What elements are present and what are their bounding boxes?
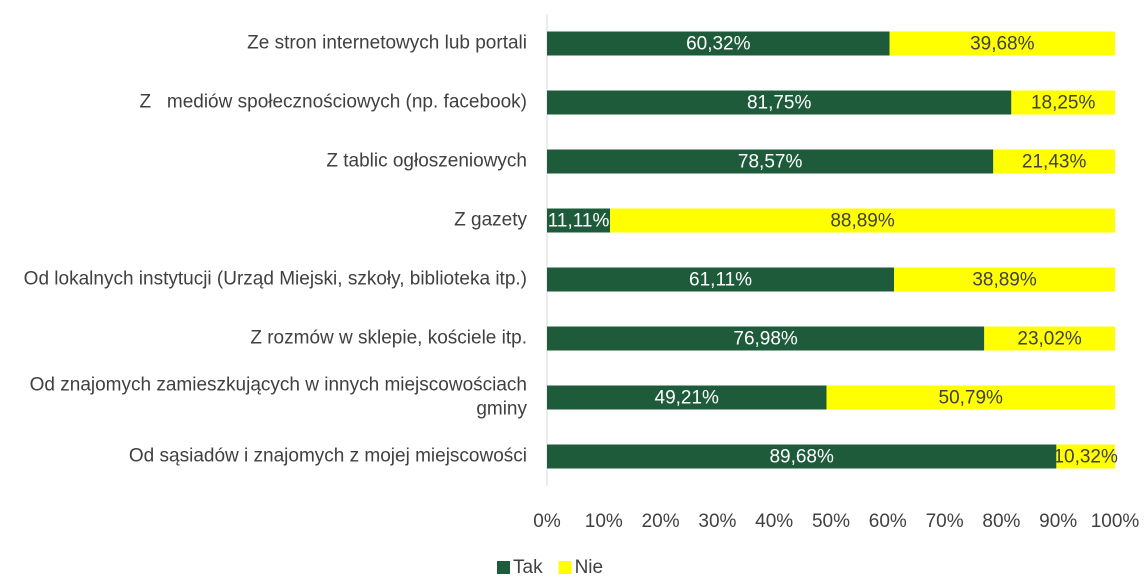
- data-label: 18,25%: [1031, 93, 1096, 114]
- bar: [547, 444, 1057, 469]
- legend-label: Tak: [513, 557, 543, 578]
- legend-swatch: [497, 561, 510, 574]
- x-tick-label: 0%: [533, 511, 561, 532]
- bar: [547, 326, 985, 351]
- x-tick-label: 100%: [1091, 511, 1140, 532]
- data-label: 10,32%: [1053, 447, 1118, 468]
- data-label: 21,43%: [1022, 152, 1087, 173]
- category-label: Od znajomych zamieszkujących w innych mi…: [30, 375, 528, 420]
- x-tick-label: 40%: [755, 511, 793, 532]
- data-label: 88,89%: [830, 211, 895, 232]
- category-label: Od lokalnych instytucji (Urząd Miejski, …: [24, 269, 527, 290]
- category-label: Z mediów społecznościowych (np. facebook…: [139, 92, 527, 113]
- category-label: Od sąsiadów i znajomych z mojej miejscow…: [129, 446, 527, 467]
- category-label: Ze stron internetowych lub portali: [247, 33, 527, 54]
- x-tick-label: 50%: [812, 511, 850, 532]
- bar: [993, 149, 1115, 174]
- data-label: 76,98%: [733, 329, 798, 350]
- bar: [610, 208, 1115, 233]
- data-label: 81,75%: [747, 93, 812, 114]
- bar: [547, 208, 611, 233]
- legend-label: Nie: [575, 557, 604, 578]
- data-label: 89,68%: [769, 447, 834, 468]
- legend-swatch: [558, 561, 572, 574]
- x-tick-label: 70%: [926, 511, 964, 532]
- bar: [547, 267, 895, 292]
- bar: [547, 149, 994, 174]
- category-label: Z gazety: [454, 210, 527, 231]
- bar: [894, 267, 1115, 292]
- data-label: 11,11%: [548, 211, 610, 232]
- bar: [1056, 444, 1115, 469]
- data-label: 78,57%: [738, 152, 803, 173]
- bar: [547, 31, 890, 56]
- x-tick-label: 30%: [698, 511, 736, 532]
- x-tick-label: 10%: [585, 511, 623, 532]
- data-label: 60,32%: [686, 34, 751, 55]
- bar: [889, 31, 1115, 56]
- category-label: Z tablic ogłoszeniowych: [326, 151, 527, 172]
- x-tick-label: 80%: [982, 511, 1020, 532]
- data-label: 23,02%: [1017, 329, 1082, 350]
- data-label: 50,79%: [939, 388, 1004, 409]
- data-label: 39,68%: [970, 34, 1035, 55]
- x-tick-label: 60%: [869, 511, 907, 532]
- x-tick-label: 90%: [1039, 511, 1077, 532]
- bar: [547, 385, 827, 410]
- data-label: 38,89%: [972, 270, 1037, 291]
- bar: [826, 385, 1115, 410]
- data-label: 61,11%: [689, 270, 752, 291]
- x-tick-label: 20%: [642, 511, 680, 532]
- data-label: 49,21%: [655, 388, 720, 409]
- category-label: Z rozmów w sklepie, kościele itp.: [250, 328, 527, 349]
- bar: [547, 90, 1012, 115]
- bar: [984, 326, 1115, 351]
- bar: [1011, 90, 1115, 115]
